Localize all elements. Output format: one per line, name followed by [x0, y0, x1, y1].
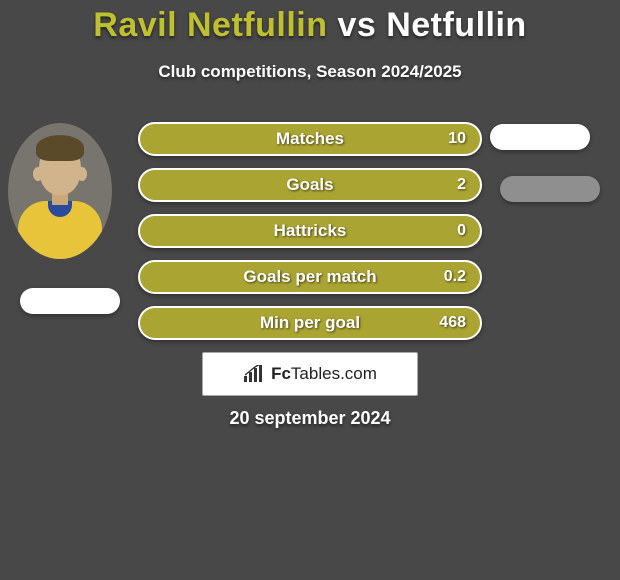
- stat-label: Goals per match: [140, 267, 480, 287]
- date: 20 september 2024: [0, 408, 620, 429]
- vs-word: vs: [337, 6, 386, 44]
- bars-icon: [243, 365, 265, 383]
- avatar-hair: [36, 135, 84, 161]
- stat-value: 468: [439, 314, 466, 332]
- stat-label: Goals: [140, 175, 480, 195]
- stat-label: Matches: [140, 129, 480, 149]
- player-left-avatar: [8, 123, 112, 259]
- side-pill: [490, 124, 590, 150]
- logo-rest: Tables.com: [291, 364, 377, 383]
- comparison-infographic: Ravil Netfullin vs Netfullin Club compet…: [0, 0, 620, 580]
- logo-text: FcTables.com: [271, 364, 377, 384]
- stat-value: 0.2: [444, 268, 466, 286]
- stat-value: 2: [457, 176, 466, 194]
- player-left-name: Ravil Netfullin: [93, 6, 337, 44]
- stat-bar: Goals per match0.2: [138, 260, 482, 294]
- stat-value: 10: [448, 130, 466, 148]
- fctables-logo: FcTables.com: [202, 352, 418, 396]
- stat-bar: Goals2: [138, 168, 482, 202]
- stat-label: Min per goal: [140, 313, 480, 333]
- side-pill: [500, 176, 600, 202]
- player-left-name-pill: [20, 288, 120, 314]
- page-title: Ravil Netfullin vs Netfullin: [0, 6, 620, 45]
- subtitle: Club competitions, Season 2024/2025: [0, 62, 620, 82]
- stat-label: Hattricks: [140, 221, 480, 241]
- stat-bar: Matches10: [138, 122, 482, 156]
- stat-bar: Min per goal468: [138, 306, 482, 340]
- stat-bar: Hattricks0: [138, 214, 482, 248]
- stat-value: 0: [457, 222, 466, 240]
- player-right-name: Netfullin: [386, 6, 526, 44]
- avatar-jersey: [18, 201, 102, 259]
- logo-bold: Fc: [271, 364, 291, 383]
